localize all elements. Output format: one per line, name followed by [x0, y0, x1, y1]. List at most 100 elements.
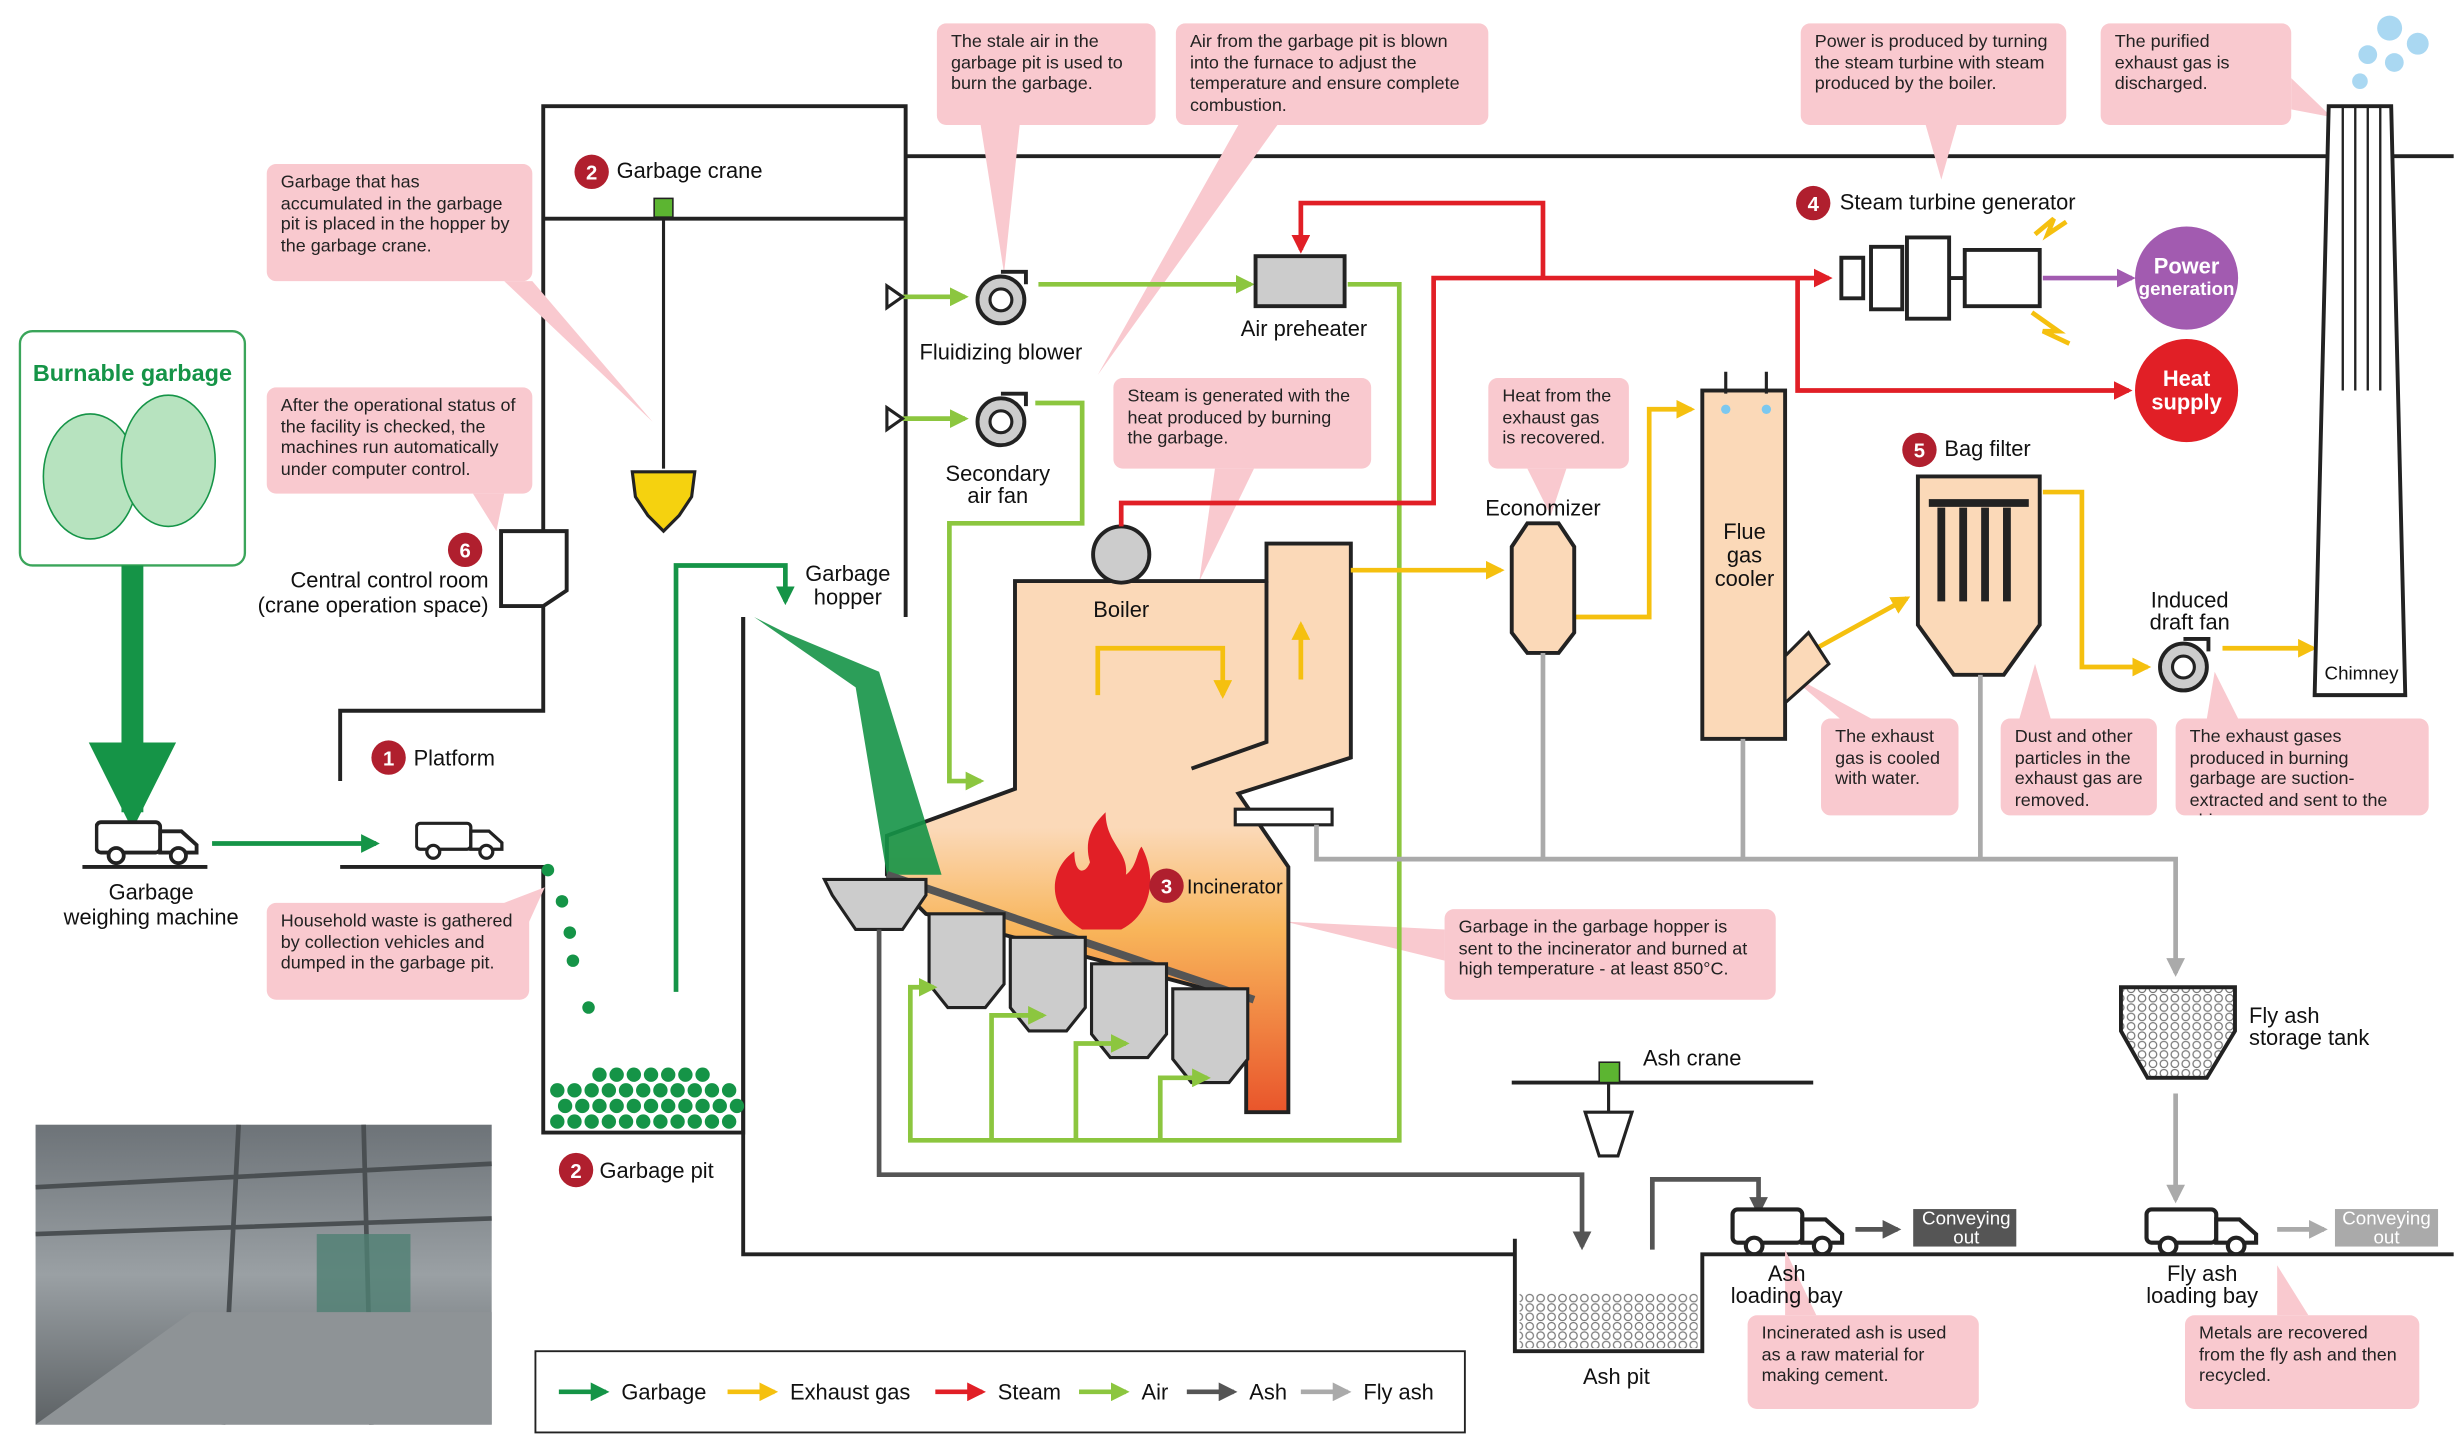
label-line: (crane operation space)	[258, 592, 489, 617]
label-line: gas	[1727, 542, 1762, 567]
ash-crane-trolley	[1599, 1062, 1619, 1082]
smoke-part	[2358, 45, 2377, 64]
callout: Power is produced by turning the steam t…	[1801, 23, 2067, 125]
label: Chimney	[2325, 663, 2400, 684]
callout: Dust and other particles in the exhaust …	[2001, 719, 2157, 816]
callout-text: Dust and other particles in the exhaust …	[2001, 719, 2157, 816]
garbage-dot	[730, 1099, 744, 1113]
callout: The exhaust gas is cooled with water.	[1821, 719, 1958, 816]
callout-text: Air from the garbage pit is blown into t…	[1176, 23, 1488, 125]
callout-boxes-part	[2277, 1265, 2308, 1315]
label: Steam turbine generator	[1840, 189, 2076, 214]
garbage-dot	[567, 1114, 581, 1128]
water-sprays-part	[1721, 405, 1730, 414]
badge-number: 4	[1808, 194, 1820, 216]
smoke-part	[2407, 33, 2429, 55]
garbage-dots-part	[567, 954, 579, 966]
garbage-dot	[653, 1114, 667, 1128]
garbage-dot	[602, 1083, 616, 1097]
air-inlets-part	[887, 286, 903, 308]
callout-text: The exhaust gases produced in burning ga…	[2176, 719, 2429, 816]
garbage-flow-part	[676, 565, 785, 991]
garbage-dot	[670, 1114, 684, 1128]
garbage-dot	[695, 1068, 709, 1082]
building-lines-part	[501, 531, 567, 606]
callout-text: The stale air in the garbage pit is used…	[937, 23, 1156, 105]
truck	[96, 822, 196, 863]
garbage-dot	[584, 1083, 598, 1097]
callout-boxes-part	[2207, 672, 2238, 719]
garbage-dot	[609, 1068, 623, 1082]
garbage-dots-part	[582, 1001, 594, 1013]
label-line: Central control room	[291, 567, 489, 592]
label: Incinerator	[1187, 877, 1283, 899]
garbage-dot	[550, 1114, 564, 1128]
label-line: Garbage	[109, 880, 194, 905]
exhaust-flow-part	[1816, 598, 1907, 648]
badge-number: 6	[459, 541, 470, 563]
label: Ash pit	[1583, 1364, 1650, 1389]
label-line: cooler	[1715, 566, 1775, 591]
garbage-dot	[678, 1068, 692, 1082]
truck	[416, 823, 501, 858]
garbage-dots-part	[564, 926, 576, 938]
label-line: supply	[2151, 389, 2222, 414]
callout-boxes-part	[1285, 922, 1444, 961]
badge-number: 2	[586, 163, 597, 185]
ash-pit-fill	[1520, 1293, 1698, 1348]
legend-label: Fly ash	[1363, 1380, 1433, 1405]
label-line: Heat	[2163, 366, 2211, 391]
callout-text: Heat from the exhaust gas is recovered.	[1488, 378, 1629, 460]
economizer	[1512, 523, 1574, 653]
callout-text: Power is produced by turning the steam t…	[1801, 23, 2067, 105]
garbage-dot	[567, 1083, 581, 1097]
fluidizing-blower	[978, 272, 1026, 324]
garbage-dot	[619, 1114, 633, 1128]
label: Garbage pit	[599, 1158, 713, 1183]
legend-label: Air	[1142, 1380, 1169, 1405]
label-line: Garbage	[805, 561, 890, 586]
badge-number: 3	[1161, 877, 1172, 899]
label: Ash crane	[1643, 1045, 1741, 1070]
water-sprays-part	[1762, 405, 1771, 414]
garbage-dot	[592, 1068, 606, 1082]
exhaust-flow-part	[2043, 492, 2148, 667]
callout: After the operational status of the faci…	[267, 387, 533, 493]
garbage-dot	[644, 1068, 658, 1082]
label: Bag filter	[1944, 436, 2030, 461]
pit-garbage	[550, 1068, 744, 1129]
garbage-dot	[627, 1099, 641, 1113]
garbage-dot	[619, 1083, 633, 1097]
smoke-part	[2377, 16, 2402, 41]
garbage-dot	[636, 1083, 650, 1097]
garbage-dot	[653, 1083, 667, 1097]
garbage-dot	[688, 1083, 702, 1097]
garbage-dot	[627, 1068, 641, 1082]
callout-boxes-part	[2019, 664, 2050, 719]
secondary-air-fan	[978, 394, 1026, 446]
callout-text: Garbage in the garbage hopper is sent to…	[1445, 909, 1776, 991]
fly-ash-tank	[2121, 987, 2235, 1078]
callout: Steam is generated with the heat produce…	[1113, 378, 1371, 469]
truck	[2147, 1209, 2257, 1254]
garbage-flow-part	[121, 395, 215, 526]
legend-label: Steam	[998, 1380, 1061, 1405]
turbine	[1841, 237, 2039, 318]
label: Burnable garbage	[33, 360, 232, 386]
label-line: loading bay	[1731, 1283, 1843, 1308]
legend-label: Exhaust gas	[790, 1380, 910, 1405]
badge-number: 1	[383, 748, 394, 770]
callout-boxes-part	[2291, 78, 2332, 117]
garbage-flow-part	[654, 198, 673, 217]
label-line: generation	[2139, 278, 2235, 299]
garbage-dots	[542, 864, 595, 1014]
garbage-dots-part	[556, 895, 568, 907]
label: Secondaryair fan	[946, 461, 1051, 508]
process-diagram: 1 2 6 2 3 4 5 Burnable garbage Garbagewe…	[0, 0, 2458, 1434]
air-inlets-part	[887, 408, 903, 430]
label: Induceddraft fan	[2150, 588, 2230, 635]
garbage-dot	[678, 1099, 692, 1113]
label: Garbagehopper	[805, 561, 890, 609]
label-line: storage tank	[2249, 1025, 2369, 1050]
